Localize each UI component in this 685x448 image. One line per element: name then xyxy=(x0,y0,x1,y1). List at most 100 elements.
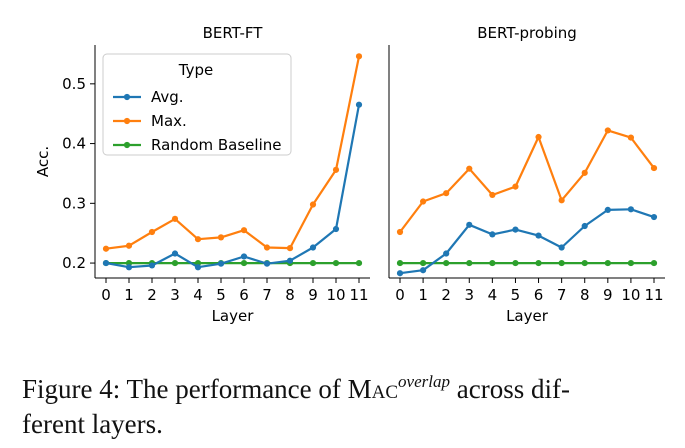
data-point-random-baseline xyxy=(309,259,317,267)
figure-charts: BERT-FT0 1 2 3 4 5 6 7 8 9 10 11Layer0.20.30.40.5Ac… xyxy=(34,24,665,325)
data-point-avg xyxy=(627,206,635,213)
data-point-random-baseline xyxy=(240,259,248,267)
data-point-avg xyxy=(489,231,496,238)
series-line-max xyxy=(399,129,655,233)
legend-title: Type xyxy=(178,61,213,79)
data-point-avg xyxy=(355,101,363,108)
x-tick-label: 10 xyxy=(621,286,640,304)
x-tick-label: 2 xyxy=(441,286,451,304)
data-point-avg xyxy=(396,270,404,277)
x-tick-label: 7 xyxy=(262,286,272,304)
data-point-random-baseline xyxy=(171,259,179,267)
data-point-avg xyxy=(148,262,156,269)
series-line-max xyxy=(105,56,361,250)
data-point-random-baseline xyxy=(489,259,496,267)
x-axis-label: Layer xyxy=(212,307,255,325)
chart-title: BERT-probing xyxy=(477,24,577,42)
data-point-random-baseline xyxy=(332,259,340,267)
data-point-avg xyxy=(125,264,133,271)
data-point-avg xyxy=(581,222,588,230)
legend-marker-avg xyxy=(123,93,131,101)
caption-suffix: across dif- xyxy=(449,374,570,404)
data-point-max xyxy=(148,228,156,236)
y-tick-label: 0.2 xyxy=(62,254,86,272)
data-point-avg xyxy=(535,232,542,239)
data-point-max xyxy=(650,164,658,172)
legend-box xyxy=(102,53,292,156)
data-point-avg xyxy=(240,253,248,260)
data-point-avg xyxy=(286,257,294,264)
y-axis-label: Acc. xyxy=(34,146,52,177)
data-point-max xyxy=(466,165,473,172)
data-point-max xyxy=(125,242,133,249)
data-point-random-baseline xyxy=(419,259,427,267)
x-tick-label: 10 xyxy=(326,286,345,304)
data-point-avg xyxy=(102,259,110,267)
data-point-random-baseline xyxy=(627,259,635,267)
caption-superscript: overlap xyxy=(398,372,450,391)
data-point-avg xyxy=(650,213,658,221)
y-tick-label: 0.3 xyxy=(62,194,86,212)
x-tick-label: 3 xyxy=(464,286,474,304)
data-point-max xyxy=(535,133,542,141)
data-point-max xyxy=(217,234,225,241)
x-tick-label: 8 xyxy=(580,286,590,304)
x-tick-label: 6 xyxy=(534,286,544,304)
data-point-random-baseline xyxy=(650,259,658,267)
legend: Type Avg. Max. Random Baseline xyxy=(102,53,292,156)
data-point-avg xyxy=(419,267,427,274)
legend-label-avg: Avg. xyxy=(151,88,184,106)
data-point-max xyxy=(512,183,519,190)
x-tick-label: 9 xyxy=(308,286,318,304)
x-tick-label: 9 xyxy=(603,286,613,304)
x-tick-label: 1 xyxy=(124,286,134,304)
data-point-avg xyxy=(309,244,317,251)
y-tick-label: 0.5 xyxy=(62,75,86,93)
data-point-max xyxy=(419,198,427,205)
data-point-random-baseline xyxy=(355,259,363,267)
data-point-avg xyxy=(194,264,202,271)
data-point-random-baseline xyxy=(535,259,542,267)
series-line-avg xyxy=(399,208,655,275)
data-point-avg xyxy=(466,221,473,228)
x-tick-label: 7 xyxy=(557,286,567,304)
x-tick-label: 5 xyxy=(216,286,226,304)
data-point-max xyxy=(489,191,496,199)
caption-mac: Mac xyxy=(347,374,399,404)
x-tick-label: 11 xyxy=(644,286,663,304)
x-tick-label: 3 xyxy=(170,286,180,304)
data-point-random-baseline xyxy=(443,259,450,267)
data-point-max xyxy=(443,190,450,197)
data-point-max xyxy=(194,236,202,243)
data-point-max xyxy=(581,169,588,176)
data-point-random-baseline xyxy=(466,259,473,267)
chart-panel-bert-probing: BERT-probing 0 1 2 3 4 5 6 7 8 9 10 11 Layer xyxy=(388,24,665,325)
data-point-max xyxy=(558,197,565,204)
data-point-avg xyxy=(217,260,225,267)
legend-marker-random-baseline xyxy=(123,141,131,149)
data-point-random-baseline xyxy=(558,259,565,267)
data-point-max xyxy=(396,228,404,236)
data-point-random-baseline xyxy=(396,259,404,267)
data-point-max xyxy=(309,201,317,208)
data-point-avg xyxy=(604,206,611,213)
data-point-max xyxy=(263,244,271,251)
data-point-max xyxy=(604,127,611,134)
legend-marker-max xyxy=(123,117,131,125)
data-point-max xyxy=(355,53,363,60)
data-point-max xyxy=(171,215,179,222)
data-point-avg xyxy=(443,250,450,257)
caption-line-1: Figure 4: The performance of Macoverlap … xyxy=(22,364,662,407)
data-point-avg xyxy=(332,225,340,233)
caption-line-2: ferent layers. xyxy=(22,409,163,439)
x-tick-label: 5 xyxy=(511,286,521,304)
caption-prefix: Figure 4: The performance of xyxy=(22,374,348,404)
x-tick-label: 8 xyxy=(285,286,295,304)
legend-label-max: Max. xyxy=(151,112,187,130)
data-point-random-baseline xyxy=(512,259,519,267)
x-tick-label: 11 xyxy=(349,286,368,304)
y-tick-label: 0.4 xyxy=(62,135,86,153)
data-point-avg xyxy=(558,244,565,251)
x-tick-label: 4 xyxy=(488,286,498,304)
data-point-avg xyxy=(171,250,179,257)
